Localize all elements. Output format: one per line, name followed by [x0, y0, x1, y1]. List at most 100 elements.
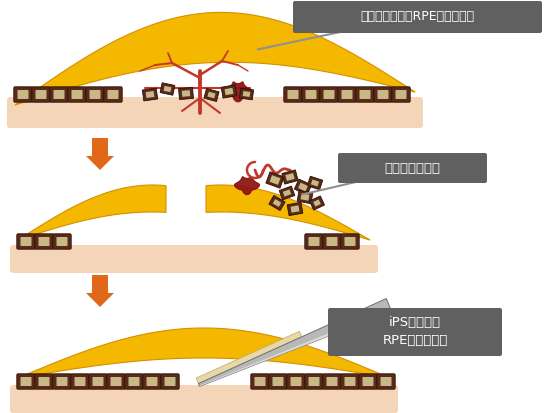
- Polygon shape: [297, 190, 313, 204]
- FancyBboxPatch shape: [288, 90, 299, 99]
- Polygon shape: [199, 299, 392, 387]
- FancyBboxPatch shape: [68, 87, 86, 102]
- FancyBboxPatch shape: [39, 377, 50, 386]
- FancyBboxPatch shape: [74, 377, 85, 386]
- FancyBboxPatch shape: [14, 87, 32, 102]
- Polygon shape: [273, 199, 281, 207]
- FancyBboxPatch shape: [395, 90, 406, 99]
- FancyBboxPatch shape: [20, 237, 31, 246]
- FancyBboxPatch shape: [293, 1, 542, 33]
- FancyBboxPatch shape: [374, 87, 392, 102]
- Polygon shape: [142, 88, 158, 101]
- FancyBboxPatch shape: [20, 377, 31, 386]
- Polygon shape: [163, 86, 172, 92]
- FancyBboxPatch shape: [309, 237, 320, 246]
- FancyBboxPatch shape: [161, 374, 179, 389]
- FancyBboxPatch shape: [35, 374, 53, 389]
- FancyBboxPatch shape: [86, 87, 104, 102]
- Polygon shape: [18, 185, 166, 240]
- FancyBboxPatch shape: [57, 237, 68, 246]
- FancyBboxPatch shape: [377, 374, 395, 389]
- Polygon shape: [313, 199, 321, 206]
- FancyBboxPatch shape: [10, 385, 398, 413]
- FancyBboxPatch shape: [111, 377, 122, 386]
- Polygon shape: [160, 83, 175, 95]
- FancyBboxPatch shape: [89, 374, 107, 389]
- Polygon shape: [182, 90, 190, 97]
- FancyBboxPatch shape: [341, 234, 359, 249]
- FancyBboxPatch shape: [287, 374, 305, 389]
- FancyBboxPatch shape: [341, 374, 359, 389]
- FancyBboxPatch shape: [309, 377, 320, 386]
- FancyBboxPatch shape: [342, 90, 353, 99]
- FancyBboxPatch shape: [107, 90, 118, 99]
- Polygon shape: [307, 176, 323, 190]
- Polygon shape: [285, 173, 295, 181]
- FancyBboxPatch shape: [327, 377, 338, 386]
- Polygon shape: [235, 177, 260, 195]
- Polygon shape: [224, 88, 233, 95]
- FancyBboxPatch shape: [323, 90, 334, 99]
- FancyBboxPatch shape: [338, 87, 356, 102]
- Polygon shape: [15, 12, 415, 105]
- FancyBboxPatch shape: [104, 87, 122, 102]
- FancyBboxPatch shape: [125, 374, 143, 389]
- FancyBboxPatch shape: [392, 87, 410, 102]
- FancyBboxPatch shape: [35, 234, 53, 249]
- FancyBboxPatch shape: [356, 87, 374, 102]
- FancyBboxPatch shape: [72, 90, 82, 99]
- Polygon shape: [300, 193, 310, 201]
- FancyBboxPatch shape: [50, 87, 68, 102]
- FancyBboxPatch shape: [338, 153, 487, 183]
- FancyBboxPatch shape: [377, 90, 388, 99]
- FancyBboxPatch shape: [10, 245, 378, 273]
- FancyBboxPatch shape: [146, 377, 157, 386]
- FancyBboxPatch shape: [17, 234, 35, 249]
- FancyBboxPatch shape: [36, 90, 47, 99]
- FancyBboxPatch shape: [251, 374, 269, 389]
- FancyBboxPatch shape: [359, 374, 377, 389]
- Polygon shape: [283, 190, 291, 197]
- Text: 新生血管抜去術: 新生血管抜去術: [384, 161, 441, 175]
- FancyBboxPatch shape: [71, 374, 89, 389]
- Polygon shape: [311, 180, 319, 186]
- Polygon shape: [290, 205, 299, 213]
- Polygon shape: [239, 88, 254, 100]
- Polygon shape: [18, 328, 390, 378]
- Polygon shape: [266, 172, 284, 188]
- Polygon shape: [298, 183, 308, 191]
- FancyBboxPatch shape: [164, 377, 175, 386]
- FancyBboxPatch shape: [328, 308, 502, 356]
- FancyBboxPatch shape: [290, 377, 301, 386]
- FancyBboxPatch shape: [305, 234, 323, 249]
- FancyBboxPatch shape: [360, 90, 371, 99]
- Polygon shape: [196, 331, 302, 384]
- Polygon shape: [310, 196, 324, 210]
- FancyBboxPatch shape: [143, 374, 161, 389]
- Polygon shape: [279, 186, 295, 200]
- FancyBboxPatch shape: [18, 90, 29, 99]
- FancyArrow shape: [86, 138, 114, 170]
- Text: 網膜色素上皮（RPE）細胞傷害: 網膜色素上皮（RPE）細胞傷害: [360, 10, 475, 24]
- Polygon shape: [221, 85, 237, 98]
- Polygon shape: [207, 92, 216, 98]
- FancyBboxPatch shape: [57, 377, 68, 386]
- FancyBboxPatch shape: [272, 377, 283, 386]
- FancyBboxPatch shape: [302, 87, 320, 102]
- Polygon shape: [269, 195, 285, 211]
- FancyBboxPatch shape: [344, 377, 355, 386]
- FancyBboxPatch shape: [344, 237, 355, 246]
- FancyBboxPatch shape: [53, 90, 64, 99]
- Text: iPS細胞由来
RPEシート移植: iPS細胞由来 RPEシート移植: [382, 316, 448, 347]
- Polygon shape: [204, 88, 219, 102]
- FancyBboxPatch shape: [284, 87, 302, 102]
- Polygon shape: [179, 88, 194, 100]
- FancyBboxPatch shape: [39, 237, 50, 246]
- FancyBboxPatch shape: [362, 377, 373, 386]
- FancyBboxPatch shape: [17, 374, 35, 389]
- FancyBboxPatch shape: [7, 97, 423, 128]
- FancyBboxPatch shape: [320, 87, 338, 102]
- FancyBboxPatch shape: [327, 237, 338, 246]
- Polygon shape: [199, 308, 392, 387]
- FancyBboxPatch shape: [305, 374, 323, 389]
